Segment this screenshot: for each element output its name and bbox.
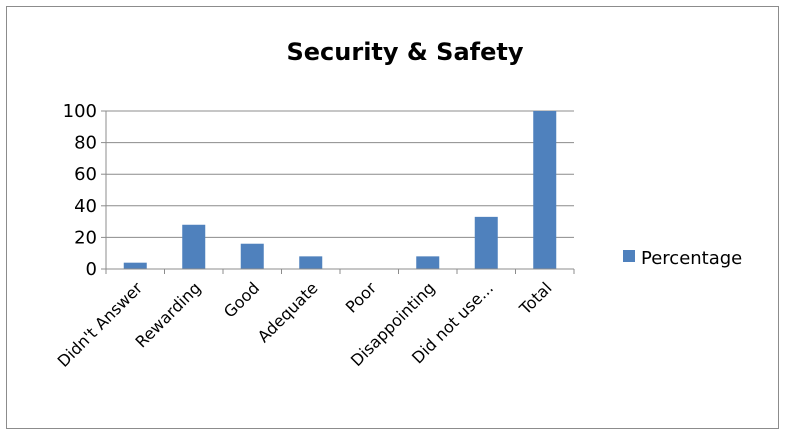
x-tick-label: Didn't Answer xyxy=(54,278,147,371)
y-tick-label: 100 xyxy=(63,101,97,122)
chart-frame xyxy=(6,6,779,429)
bar xyxy=(182,224,206,269)
bar xyxy=(240,243,264,269)
x-tick-label: Poor xyxy=(342,278,381,317)
bar xyxy=(474,216,498,269)
y-tick-label: 60 xyxy=(74,164,97,185)
y-tick-labels: 0 20 40 60 80 100 xyxy=(63,101,97,280)
gridlines xyxy=(101,110,574,270)
legend-label-percentage: Percentage xyxy=(641,248,742,269)
bar xyxy=(123,262,147,269)
chart-title: Security & Safety xyxy=(286,38,523,66)
y-tick-label: 0 xyxy=(86,259,97,280)
x-tick-label: Adequate xyxy=(254,278,322,346)
bar xyxy=(299,256,323,269)
bar xyxy=(533,111,557,269)
x-tick-label: Total xyxy=(515,278,556,319)
legend: Percentage xyxy=(623,248,742,269)
bars xyxy=(123,111,557,269)
y-tick-label: 20 xyxy=(74,227,97,248)
x-tick-label: Good xyxy=(220,278,263,321)
y-tick-label: 80 xyxy=(74,133,97,154)
y-tick-label: 40 xyxy=(74,196,97,217)
axes xyxy=(105,111,575,274)
legend-swatch xyxy=(623,250,635,262)
bar xyxy=(416,256,440,269)
